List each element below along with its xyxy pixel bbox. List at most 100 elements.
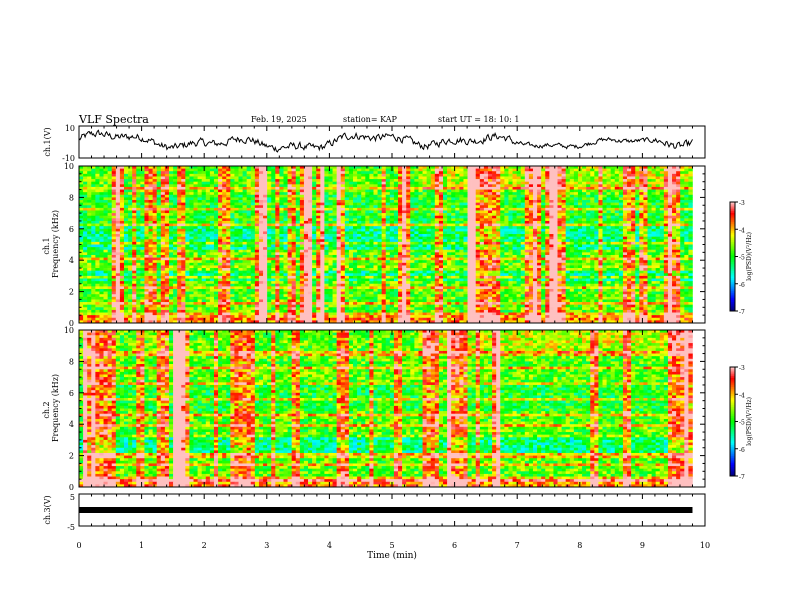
spectrogram-cell (91, 241, 96, 245)
spectrogram-cell (618, 213, 624, 217)
spectrogram-cell (627, 223, 632, 227)
spectrogram-cell (160, 179, 166, 182)
spectrogram-cell (299, 241, 305, 245)
spectrogram-cell (549, 202, 554, 206)
spectrogram-cell (496, 181, 501, 185)
spectrogram-cell (479, 184, 485, 188)
spectrogram-cell (651, 218, 656, 222)
spectrogram-cell (635, 226, 640, 230)
spectrogram-cell (537, 220, 542, 224)
spectrogram-cell (218, 236, 223, 240)
spectrogram-cell (258, 231, 264, 235)
spectrogram-cell (598, 202, 603, 206)
spectrogram-cell (463, 179, 468, 182)
spectrogram-cell (250, 223, 256, 227)
spectrogram-cell (434, 220, 440, 224)
spectrogram-cell (332, 168, 337, 172)
spectrogram-cell (87, 186, 92, 190)
spectrogram-cell (197, 189, 202, 193)
spectrogram-cell (152, 168, 158, 172)
spectrogram-cell (103, 244, 108, 248)
spectrogram-cell (577, 236, 583, 240)
spectrogram-cell (504, 202, 509, 206)
spectrogram-cell (528, 241, 534, 245)
spectrogram-cell (303, 168, 309, 172)
spectrogram-cell (209, 249, 215, 253)
spectrogram-cell (132, 173, 137, 177)
spectrogram-cell (357, 213, 362, 217)
spectrogram-cell (312, 168, 317, 172)
spectrogram-cell (471, 244, 477, 248)
spectrogram-cell (222, 194, 227, 198)
spectrogram-cell (144, 171, 149, 175)
spectrogram-cell (475, 207, 481, 211)
spectrogram-cell (87, 236, 92, 240)
spectrogram-cell (340, 213, 346, 217)
spectrogram-cell (471, 197, 477, 201)
spectrogram-cell (254, 213, 260, 217)
spectrogram-cell (459, 210, 464, 214)
spectrogram-cell (185, 166, 190, 169)
spectrogram-cell (185, 171, 190, 175)
spectrogram-cell (402, 249, 407, 253)
spectrogram-cell (267, 231, 272, 235)
spectrogram-cell (99, 215, 104, 219)
spectrogram-cell (111, 218, 117, 222)
spectrogram-cell (434, 197, 440, 201)
spectrogram-cell (635, 173, 640, 177)
spectrogram-cell (258, 207, 264, 211)
spectrogram-cell (344, 247, 350, 251)
spectrogram-cell (348, 241, 354, 245)
spectrogram-cell (234, 186, 239, 190)
spectrogram-cell (361, 194, 366, 198)
spectrogram-cell (573, 205, 579, 209)
spectrogram-cell (226, 202, 231, 206)
spectrogram-cell (508, 239, 513, 243)
spectrogram-cell (573, 166, 579, 169)
spectrogram-cell (524, 186, 530, 190)
spectrogram-cell (119, 226, 125, 230)
spectrogram-cell (393, 202, 399, 206)
spectrogram-cell (308, 220, 313, 224)
spectrogram-cell (398, 241, 403, 245)
spectrogram-cell (438, 189, 444, 193)
spectrogram-cell (332, 226, 337, 230)
spectrogram-cell (312, 210, 317, 214)
spectrogram-cell (680, 166, 685, 169)
spectrogram-cell (631, 220, 636, 224)
spectrogram-cell (263, 210, 268, 214)
spectrogram-cell (209, 189, 215, 193)
spectrogram-cell (520, 197, 526, 201)
spectrogram-cell (532, 168, 538, 172)
spectrogram-cell (655, 228, 661, 232)
spectrogram-cell (463, 200, 468, 203)
spectrogram-cell (447, 176, 452, 180)
spectrogram-cell (659, 176, 665, 180)
spectrogram-cell (177, 247, 182, 251)
spectrogram-cell (553, 168, 558, 172)
spectrogram-cell (119, 220, 125, 224)
spectrogram-cell (332, 228, 337, 232)
spectrogram-cell (152, 207, 158, 211)
spectrogram-cell (336, 244, 342, 248)
spectrogram-cell (103, 179, 108, 182)
spectrogram-cell (173, 244, 178, 248)
spectrogram-cell (524, 228, 530, 232)
spectrogram-cell (561, 231, 566, 235)
spectrogram-cell (500, 226, 505, 230)
spectrogram-cell (254, 171, 260, 175)
spectrogram-cell (688, 189, 693, 193)
spectrogram-cell (230, 213, 235, 217)
spectrogram-cell (189, 197, 194, 201)
spectrogram-cell (577, 223, 583, 227)
spectrogram-cell (144, 215, 149, 219)
spectrogram-cell (132, 176, 137, 180)
spectrogram-cell (111, 192, 117, 196)
spectrogram-cell (389, 179, 395, 182)
spectrogram-cell (463, 244, 468, 248)
spectrogram-cell (295, 247, 301, 251)
spectrogram-cell (406, 176, 411, 180)
spectrogram-cell (443, 171, 448, 175)
spectrogram-cell (205, 210, 211, 214)
spectrogram-cell (303, 218, 309, 222)
